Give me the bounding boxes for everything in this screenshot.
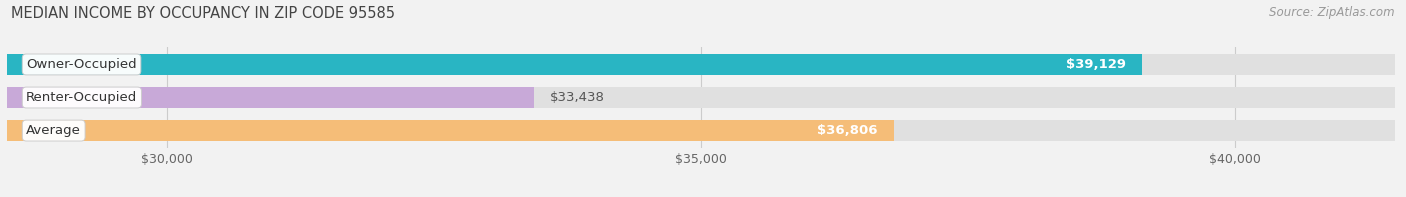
Text: MEDIAN INCOME BY OCCUPANCY IN ZIP CODE 95585: MEDIAN INCOME BY OCCUPANCY IN ZIP CODE 9…	[11, 6, 395, 21]
Text: Owner-Occupied: Owner-Occupied	[27, 58, 136, 71]
Text: $33,438: $33,438	[550, 91, 605, 104]
Text: Renter-Occupied: Renter-Occupied	[27, 91, 138, 104]
Bar	[7, 120, 894, 141]
Bar	[7, 54, 1142, 75]
Bar	[7, 87, 534, 108]
Bar	[7, 87, 1395, 108]
Text: $39,129: $39,129	[1066, 58, 1126, 71]
Bar	[7, 120, 1395, 141]
Text: $36,806: $36,806	[817, 124, 877, 137]
Text: Average: Average	[27, 124, 82, 137]
Bar	[7, 54, 1395, 75]
Text: Source: ZipAtlas.com: Source: ZipAtlas.com	[1270, 6, 1395, 19]
